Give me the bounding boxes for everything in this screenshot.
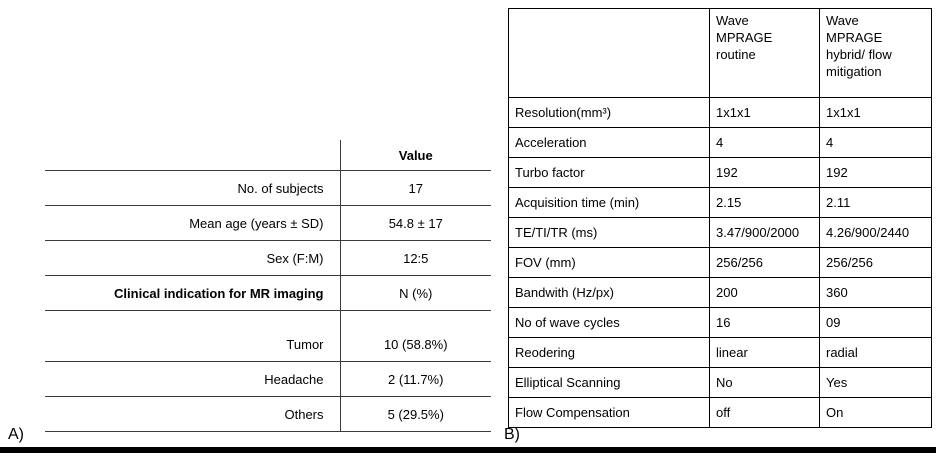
table-row: Tumor 10 (58.8%)	[45, 327, 491, 362]
parameter-name: Flow Compensation	[508, 397, 710, 428]
row-label: Others	[45, 396, 340, 432]
table-row: Elliptical Scanning No Yes	[508, 367, 932, 398]
subjects-header-empty	[45, 140, 340, 171]
bottom-divider-rule	[0, 447, 936, 453]
table-row: Flow Compensation off On	[508, 397, 932, 428]
panel-b-label: B)	[504, 426, 520, 443]
routine-value: No	[709, 367, 820, 398]
hybrid-value: 1x1x1	[819, 97, 932, 128]
parameter-name: Bandwith (Hz/px)	[508, 277, 710, 308]
table-row: Mean age (years ± SD) 54.8 ± 17	[45, 205, 491, 241]
table-row: Resolution(mm³) 1x1x1 1x1x1	[508, 97, 932, 128]
table-row: Reodering linear radial	[508, 337, 932, 368]
subjects-table: Value No. of subjects 17 Mean age (years ±…	[45, 140, 491, 432]
hybrid-value: 360	[819, 277, 932, 308]
table-row: Sex (F:M) 12:5	[45, 240, 491, 276]
row-label: Tumor	[45, 327, 340, 362]
routine-value: 4	[709, 127, 820, 158]
row-label: Mean age (years ± SD)	[45, 205, 340, 241]
table-row: FOV (mm) 256/256 256/256	[508, 247, 932, 278]
hybrid-value: radial	[819, 337, 932, 368]
parameters-table-body: Resolution(mm³) 1x1x1 1x1x1 Acceleration 4 4 T…	[508, 97, 932, 428]
panel-a-label: A)	[8, 426, 24, 443]
row-value: 5 (29.5%)	[339, 396, 491, 432]
row-label: Clinical indication for MR imaging	[45, 275, 340, 311]
table-row: Clinical indication for MR imaging N (%)	[45, 275, 491, 311]
hybrid-value: 4.26/900/2440	[819, 217, 932, 248]
parameter-name: Acquisition time (min)	[508, 187, 710, 218]
parameter-name: Resolution(mm³)	[508, 97, 710, 128]
table-row: No of wave cycles 16 09	[508, 307, 932, 338]
table-row: Bandwith (Hz/px) 200 360	[508, 277, 932, 308]
routine-value: 200	[709, 277, 820, 308]
parameter-name: No of wave cycles	[508, 307, 710, 338]
row-value: N (%)	[339, 275, 491, 311]
table-row: Turbo factor 192 192	[508, 157, 932, 188]
table-row: No. of subjects 17	[45, 170, 491, 206]
routine-value: 256/256	[709, 247, 820, 278]
parameters-header-hybrid: Wave MPRAGE hybrid/ flow mitigation	[819, 8, 932, 98]
row-value	[339, 310, 491, 327]
row-label: No. of subjects	[45, 170, 340, 206]
parameter-name: TE/TI/TR (ms)	[508, 217, 710, 248]
routine-value: 2.15	[709, 187, 820, 218]
row-label	[45, 311, 340, 328]
row-value: 17	[339, 170, 491, 206]
parameter-name: Acceleration	[508, 127, 710, 158]
table-row: Headache 2 (11.7%)	[45, 361, 491, 397]
subjects-table-body: No. of subjects 17 Mean age (years ± SD) 54…	[45, 170, 491, 432]
hybrid-value: 256/256	[819, 247, 932, 278]
hybrid-value: 4	[819, 127, 932, 158]
routine-value: off	[709, 397, 820, 428]
row-value: 12:5	[339, 240, 491, 276]
parameters-header-empty	[508, 8, 710, 98]
parameter-name: Reodering	[508, 337, 710, 368]
table-row: TE/TI/TR (ms) 3.47/900/2000 4.26/900/2440	[508, 217, 932, 248]
spacer-row	[45, 310, 491, 328]
parameter-name: Elliptical Scanning	[508, 367, 710, 398]
subjects-table-header-row: Value	[45, 140, 491, 171]
hybrid-value: 2.11	[819, 187, 932, 218]
parameters-header-routine: Wave MPRAGE routine	[709, 8, 820, 98]
row-label: Headache	[45, 361, 340, 397]
routine-value: 3.47/900/2000	[709, 217, 820, 248]
routine-value: 192	[709, 157, 820, 188]
routine-value: 16	[709, 307, 820, 338]
routine-value: linear	[709, 337, 820, 368]
subjects-header-value: Value	[339, 140, 491, 171]
routine-value: 1x1x1	[709, 97, 820, 128]
row-value: 2 (11.7%)	[339, 361, 491, 397]
row-label: Sex (F:M)	[45, 240, 340, 276]
table-row: Acceleration 4 4	[508, 127, 932, 158]
sequence-parameters-table: Wave MPRAGE routine Wave MPRAGE hybrid/ …	[508, 8, 932, 428]
hybrid-value: 09	[819, 307, 932, 338]
parameters-table-header-row: Wave MPRAGE routine Wave MPRAGE hybrid/ …	[508, 8, 932, 98]
parameter-name: FOV (mm)	[508, 247, 710, 278]
table-row: Acquisition time (min) 2.15 2.11	[508, 187, 932, 218]
row-value: 54.8 ± 17	[339, 205, 491, 241]
parameter-name: Turbo factor	[508, 157, 710, 188]
hybrid-value: 192	[819, 157, 932, 188]
row-value: 10 (58.8%)	[339, 327, 491, 362]
hybrid-value: On	[819, 397, 932, 428]
hybrid-value: Yes	[819, 367, 932, 398]
table-row: Others 5 (29.5%)	[45, 396, 491, 432]
